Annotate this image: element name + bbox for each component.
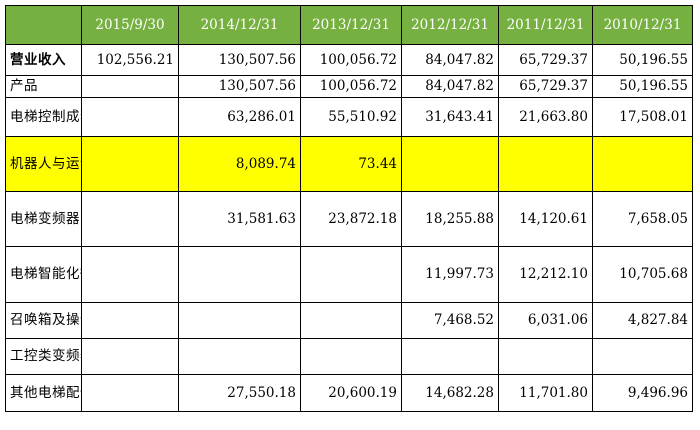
- value-cell: 7,468.52: [401, 302, 499, 339]
- row-label: 工控类变频器: [5, 338, 82, 375]
- value-cell: 10,705.68: [592, 246, 693, 303]
- value-cell: 12,212.10: [498, 246, 593, 303]
- value-cell: 73.44: [300, 136, 402, 192]
- header-row: 2015/9/30 2014/12/31 2013/12/31 2012/12/…: [5, 5, 693, 45]
- table-body: 营业收入 102,556.21 130,507.56 100,056.72 84,047…: [5, 44, 693, 412]
- value-cell: [592, 136, 693, 192]
- value-cell: [81, 338, 179, 375]
- value-cell: [81, 302, 179, 339]
- row-label: 其他电梯配件产品: [5, 374, 82, 412]
- value-cell: 14,682.28: [401, 374, 499, 412]
- header-corner-cell: [5, 5, 82, 45]
- value-cell: 21,663.80: [498, 97, 593, 137]
- value-cell: [401, 136, 499, 192]
- table-header: 2015/9/30 2014/12/31 2013/12/31 2012/12/…: [5, 5, 693, 45]
- row-label: 电梯智能化微机控制板: [5, 246, 82, 303]
- table-row: 其他电梯配件产品 27,550.1820,600.1914,682.2811,70…: [5, 374, 693, 412]
- value-cell: [178, 246, 301, 303]
- header-date-2012-12-31: 2012/12/31: [401, 5, 499, 45]
- value-cell: 50,196.55: [592, 75, 693, 98]
- value-cell: 65,729.37: [498, 44, 593, 76]
- value-cell: 84,047.82: [401, 44, 499, 76]
- row-label: 召唤箱及操作箱: [5, 302, 82, 339]
- value-cell: 63,286.01: [178, 97, 301, 137]
- value-cell: [81, 374, 179, 412]
- value-cell: [81, 246, 179, 303]
- value-cell: 6,031.06: [498, 302, 593, 339]
- value-cell: 11,701.80: [498, 374, 593, 412]
- value-cell: [178, 302, 301, 339]
- value-cell: 130,507.56: [178, 44, 301, 76]
- row-label: 营业收入: [5, 44, 82, 76]
- value-cell: [498, 338, 593, 375]
- value-cell: 8,089.74: [178, 136, 301, 192]
- table-row: 召唤箱及操作箱 7,468.526,031.064,827.84: [5, 302, 693, 339]
- table-row: 电梯变频器系列产品 31,581.6323,872.1818,255.8814,1…: [5, 191, 693, 247]
- table-row: 营业收入 102,556.21 130,507.56 100,056.72 84,047…: [5, 44, 693, 76]
- value-cell: 84,047.82: [401, 75, 499, 98]
- value-cell: 4,827.84: [592, 302, 693, 339]
- value-cell: 20,600.19: [300, 374, 402, 412]
- value-cell: [498, 136, 593, 192]
- value-cell: [300, 302, 402, 339]
- row-label: 电梯变频器系列产品: [5, 191, 82, 247]
- value-cell: 27,550.18: [178, 374, 301, 412]
- value-cell: 55,510.92: [300, 97, 402, 137]
- row-label: 电梯控制成套系统: [5, 97, 82, 137]
- value-cell: 100,056.72: [300, 75, 402, 98]
- header-date-2015-9-30: 2015/9/30: [81, 5, 179, 45]
- value-cell: [81, 191, 179, 247]
- revenue-table: 2015/9/30 2014/12/31 2013/12/31 2012/12/…: [5, 5, 693, 412]
- value-cell: 102,556.21: [81, 44, 179, 76]
- value-cell: [81, 97, 179, 137]
- value-cell: [300, 246, 402, 303]
- value-cell: [81, 136, 179, 192]
- header-date-2010-12-31: 2010/12/31: [592, 5, 693, 45]
- table-row: 工控类变频器: [5, 338, 693, 375]
- header-date-2014-12-31: 2014/12/31: [178, 5, 301, 45]
- value-cell: 130,507.56: [178, 75, 301, 98]
- row-label: 产品: [5, 75, 82, 98]
- value-cell: 31,581.63: [178, 191, 301, 247]
- value-cell: [81, 75, 179, 98]
- value-cell: 9,496.96: [592, 374, 693, 412]
- value-cell: [300, 338, 402, 375]
- value-cell: 11,997.73: [401, 246, 499, 303]
- value-cell: 17,508.01: [592, 97, 693, 137]
- value-cell: 18,255.88: [401, 191, 499, 247]
- value-cell: 100,056.72: [300, 44, 402, 76]
- header-date-2011-12-31: 2011/12/31: [498, 5, 593, 45]
- value-cell: 7,658.05: [592, 191, 693, 247]
- row-label: 机器人与运动控制类产品: [5, 136, 82, 192]
- value-cell: 23,872.18: [300, 191, 402, 247]
- value-cell: 14,120.61: [498, 191, 593, 247]
- value-cell: [178, 338, 301, 375]
- value-cell: [401, 338, 499, 375]
- table-row: 产品 130,507.56 100,056.72 84,047.82 65,729.37…: [5, 75, 693, 98]
- value-cell: 65,729.37: [498, 75, 593, 98]
- table-row: 电梯控制成套系统 63,286.0155,510.9231,643.4121,66…: [5, 97, 693, 137]
- value-cell: [592, 338, 693, 375]
- value-cell: 31,643.41: [401, 97, 499, 137]
- value-cell: 50,196.55: [592, 44, 693, 76]
- header-date-2013-12-31: 2013/12/31: [300, 5, 402, 45]
